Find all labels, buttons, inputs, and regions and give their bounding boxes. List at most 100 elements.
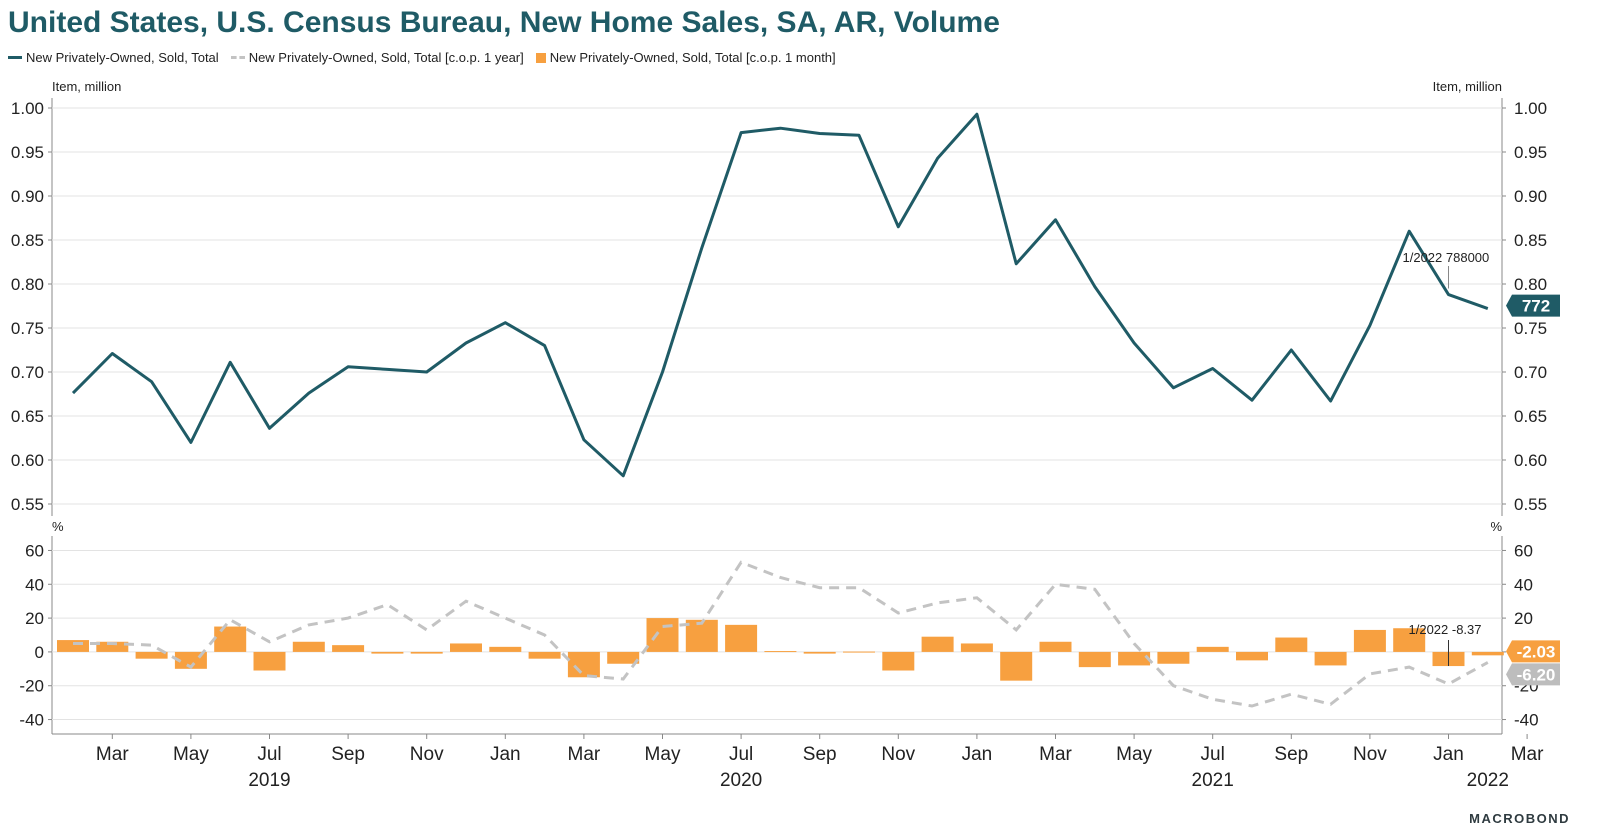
x-month-label: Jan <box>962 744 993 765</box>
top-ytick-label-right: 0.85 <box>1514 231 1547 250</box>
yoy-dashed-line <box>73 560 1489 708</box>
x-month-label: Jul <box>729 744 753 765</box>
bottom-ytick-label-right: 40 <box>1514 575 1533 594</box>
top-ytick-label-right: 0.55 <box>1514 495 1547 514</box>
mom-bar <box>528 651 561 659</box>
yoy-last-value: -6.20 <box>1517 665 1556 684</box>
mom-bar <box>1196 646 1229 652</box>
mom-bar <box>1157 651 1190 664</box>
top-ytick-label-left: 0.70 <box>11 363 44 382</box>
top-ytick-label-left: 0.90 <box>11 187 44 206</box>
mom-bar <box>57 640 89 652</box>
mom-bar <box>253 651 286 671</box>
top-annotation-label: 1/2022 788000 <box>1403 250 1490 265</box>
x-month-label: Nov <box>410 744 444 765</box>
x-month-label: Sep <box>803 744 837 765</box>
level-last-flag <box>1506 294 1560 317</box>
top-ytick-label-left: 1.00 <box>11 99 44 118</box>
top-ytick-label-left: 0.80 <box>11 275 44 294</box>
mom-bar <box>371 651 404 654</box>
mom-bar <box>843 651 875 653</box>
top-ytick-label-right: 0.60 <box>1514 451 1547 470</box>
macrobond-logo: MACROBOND <box>1469 811 1570 826</box>
x-month-label: Mar <box>568 744 601 765</box>
x-year-label: 2019 <box>248 770 290 791</box>
x-month-label: Sep <box>1274 744 1308 765</box>
top-ytick-label-left: 0.55 <box>11 495 44 514</box>
top-ytick-label-right: 0.65 <box>1514 407 1547 426</box>
bottom-ytick-label-left: -40 <box>19 711 44 730</box>
x-year-label: 2020 <box>720 770 762 791</box>
bottom-ylabel-right: % <box>1490 519 1502 534</box>
x-year-label: 2021 <box>1192 770 1234 791</box>
bottom-ytick-label-left: 20 <box>25 609 44 628</box>
bottom-annotation-label: 1/2022 -8.37 <box>1409 622 1482 637</box>
mom-bar <box>685 619 718 652</box>
mom-last-value: -2.03 <box>1517 642 1556 661</box>
top-ytick-label-right: 0.75 <box>1514 319 1547 338</box>
legend-item-yoy[interactable]: New Privately-Owned, Sold, Total [c.o.p.… <box>230 50 524 65</box>
mom-bar <box>1393 628 1426 652</box>
legend: New Privately-Owned, Sold, Total New Pri… <box>8 50 836 65</box>
bottom-ylabel-left: % <box>52 519 64 534</box>
x-month-label: May <box>1116 744 1152 765</box>
top-ylabel-left: Item, million <box>52 79 121 94</box>
x-month-label: Jul <box>257 744 281 765</box>
x-month-label: Jul <box>1201 744 1225 765</box>
top-ylabel-right: Item, million <box>1433 79 1502 94</box>
mom-bar <box>1000 651 1033 681</box>
legend-swatch-line <box>8 56 22 59</box>
level-last-value: 772 <box>1522 297 1550 316</box>
top-ytick-label-right: 0.95 <box>1514 143 1547 162</box>
bottom-ytick-label-left: 0 <box>35 643 44 662</box>
mom-bar <box>1314 651 1347 666</box>
x-month-label: May <box>645 744 681 765</box>
legend-label-yoy: New Privately-Owned, Sold, Total [c.o.p.… <box>248 50 524 65</box>
x-month-label: Nov <box>881 744 915 765</box>
mom-bar <box>1236 651 1268 661</box>
top-ytick-label-right: 0.70 <box>1514 363 1547 382</box>
top-ytick-label-right: 0.90 <box>1514 187 1547 206</box>
top-ytick-label-left: 0.60 <box>11 451 44 470</box>
x-month-label: Jan <box>490 744 521 765</box>
legend-label-mom: New Privately-Owned, Sold, Total [c.o.p.… <box>549 50 836 65</box>
top-ytick-label-left: 0.75 <box>11 319 44 338</box>
bottom-ytick-label-left: 40 <box>25 575 44 594</box>
mom-bar <box>1039 641 1072 652</box>
x-month-label: Mar <box>96 744 129 765</box>
x-month-label: Sep <box>331 744 365 765</box>
mom-bar <box>489 646 522 652</box>
legend-item-level[interactable]: New Privately-Owned, Sold, Total <box>8 50 219 65</box>
mom-bar <box>921 636 954 652</box>
mom-bar <box>1275 637 1308 652</box>
mom-bar <box>960 643 993 652</box>
x-year-label: 2022 <box>1467 770 1509 791</box>
top-ytick-label-left: 0.95 <box>11 143 44 162</box>
top-ytick-label-right: 1.00 <box>1514 99 1547 118</box>
x-month-label: Mar <box>1039 744 1072 765</box>
top-ytick-label-right: 0.80 <box>1514 275 1547 294</box>
mom-bar <box>450 643 482 652</box>
legend-swatch-bar <box>535 52 546 63</box>
legend-item-mom[interactable]: New Privately-Owned, Sold, Total [c.o.p.… <box>535 50 836 65</box>
top-ytick-label-left: 0.85 <box>11 231 44 250</box>
bottom-ytick-label-right: -40 <box>1514 711 1539 730</box>
mom-bar <box>567 651 600 678</box>
mom-bar <box>1471 651 1504 656</box>
mom-bar <box>332 645 365 652</box>
mom-bar <box>214 626 247 652</box>
x-month-label: Jan <box>1433 744 1464 765</box>
x-month-label: Mar <box>1511 744 1544 765</box>
mom-bar <box>96 641 129 652</box>
mom-bar <box>646 618 679 652</box>
legend-swatch-dash <box>230 56 245 59</box>
mom-bar <box>1078 651 1111 668</box>
mom-bar <box>410 651 443 654</box>
x-month-label: May <box>173 744 209 765</box>
mom-bar <box>1118 651 1151 666</box>
mom-bar <box>135 651 168 659</box>
mom-last-flag <box>1506 640 1560 663</box>
level-line <box>71 112 1489 478</box>
bottom-ytick-label-right: 20 <box>1514 609 1533 628</box>
